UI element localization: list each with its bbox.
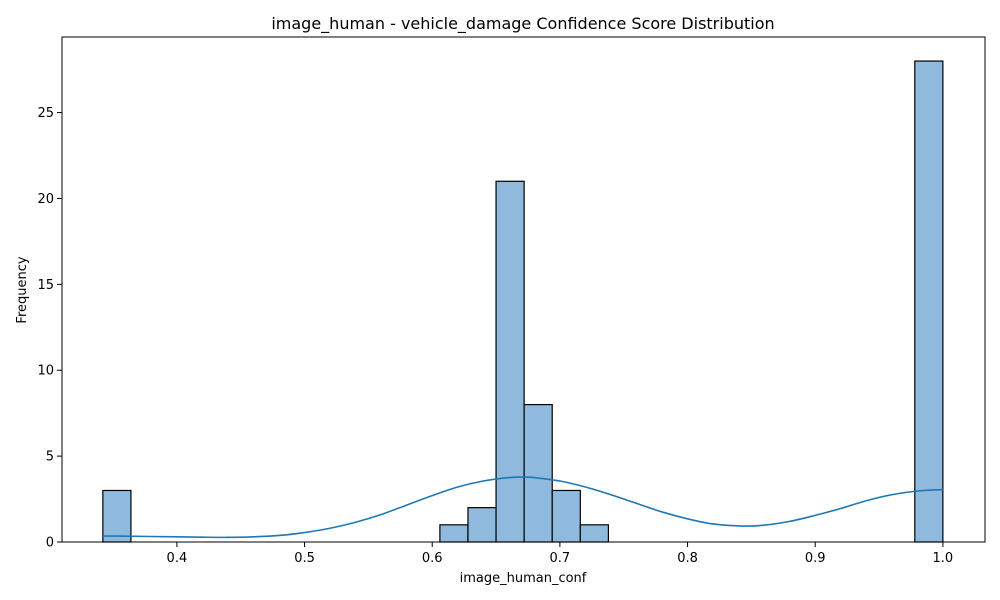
y-tick-label: 5 xyxy=(46,450,54,465)
x-axis-ticks: 0.4 0.5 0.6 0.7 0.8 0.9 1.0 xyxy=(167,542,954,566)
x-tick-label: 1.0 xyxy=(933,551,954,566)
x-tick-label: 0.4 xyxy=(167,551,188,566)
histogram-bar xyxy=(495,180,525,543)
histogram-bar xyxy=(439,524,469,543)
plot-frame xyxy=(61,36,986,543)
y-tick-label: 10 xyxy=(37,364,54,379)
histogram-bar xyxy=(579,524,609,543)
histogram-bar xyxy=(523,403,553,543)
histogram-bar xyxy=(102,489,132,543)
x-tick-label: 0.5 xyxy=(294,551,315,566)
x-tick-label: 0.9 xyxy=(805,551,826,566)
kde-curve xyxy=(102,476,943,539)
y-tick-label: 15 xyxy=(37,278,54,293)
y-tick-label: 0 xyxy=(46,536,54,551)
y-tick-label: 20 xyxy=(37,192,54,207)
y-axis-label: Frequency xyxy=(15,256,30,323)
kde-layer xyxy=(102,476,943,539)
bars-layer xyxy=(102,60,944,543)
x-tick-label: 0.7 xyxy=(550,551,571,566)
chart-title: image_human - vehicle_damage Confidence … xyxy=(271,14,774,34)
histogram-bar xyxy=(467,507,497,543)
histogram-bar xyxy=(551,489,581,543)
x-axis-label: image_human_conf xyxy=(460,571,587,586)
y-tick-label: 25 xyxy=(37,106,54,121)
x-tick-label: 0.6 xyxy=(422,551,443,566)
x-tick-label: 0.8 xyxy=(677,551,698,566)
y-axis-ticks: 0 5 10 15 20 25 xyxy=(37,106,62,551)
histogram-bar xyxy=(914,60,944,543)
